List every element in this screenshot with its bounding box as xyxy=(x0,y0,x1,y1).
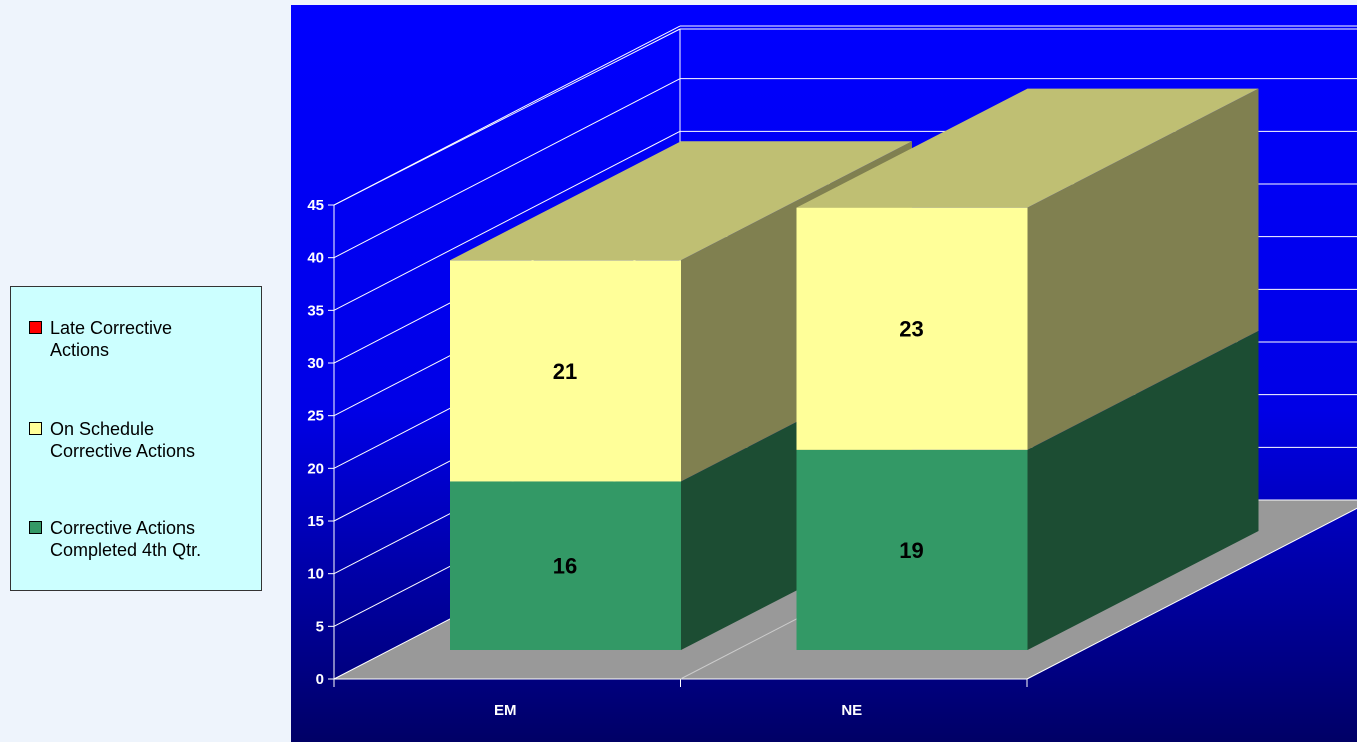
gridline-side xyxy=(333,78,681,259)
chart-labels: 0 5 10 15 20 25 30 35 40 45 EM NE 16 21 19 23 xyxy=(307,197,923,719)
y-tick-label: 35 xyxy=(307,302,324,319)
legend-item-completed: Corrective Actions Completed 4th Qtr. xyxy=(29,517,201,561)
data-label: 21 xyxy=(553,359,577,384)
bar-top-face xyxy=(796,88,1259,208)
legend-item-on-schedule: On Schedule Corrective Actions xyxy=(29,418,195,462)
y-tick-label: 10 xyxy=(307,566,324,583)
bar-side-face xyxy=(1027,330,1259,650)
y-tick-label: 15 xyxy=(307,513,324,530)
data-label: 16 xyxy=(553,554,577,579)
legend-label-on-schedule: On Schedule Corrective Actions xyxy=(50,419,196,461)
legend-swatch-completed xyxy=(29,521,42,534)
gridline-side xyxy=(333,130,681,311)
legend-swatch-late xyxy=(29,321,42,334)
legend-label-late: Late Corrective Actions xyxy=(50,318,173,360)
y-tick-label: 40 xyxy=(307,250,324,267)
bar-segment xyxy=(796,207,1028,450)
floor-right-edge xyxy=(1026,507,1357,680)
y-tick-label: 25 xyxy=(307,408,324,425)
data-label: 23 xyxy=(899,317,923,342)
chart-legend: Late Corrective Actions On Schedule Corr… xyxy=(10,286,262,591)
legend-swatch-on-schedule xyxy=(29,422,42,435)
bar-segment xyxy=(450,260,681,482)
x-category-label: EM xyxy=(494,702,517,719)
bar-segment xyxy=(450,481,681,650)
y-tick-label: 30 xyxy=(307,355,324,372)
y-tick-label: 5 xyxy=(316,618,324,635)
bar-top-face xyxy=(450,141,912,261)
legend-item-late: Late Corrective Actions xyxy=(29,317,172,361)
y-tick-label: 0 xyxy=(316,671,324,688)
side-wall-top xyxy=(333,28,681,206)
data-label: 19 xyxy=(899,538,923,563)
bar-side-face xyxy=(1027,88,1259,450)
bar-segment xyxy=(796,449,1028,650)
y-tick-label: 45 xyxy=(307,197,324,214)
y-tick-label: 20 xyxy=(307,460,324,477)
x-category-label: NE xyxy=(841,702,862,719)
legend-label-completed: Corrective Actions Completed 4th Qtr. xyxy=(50,518,202,560)
chart-bars xyxy=(450,88,1259,650)
